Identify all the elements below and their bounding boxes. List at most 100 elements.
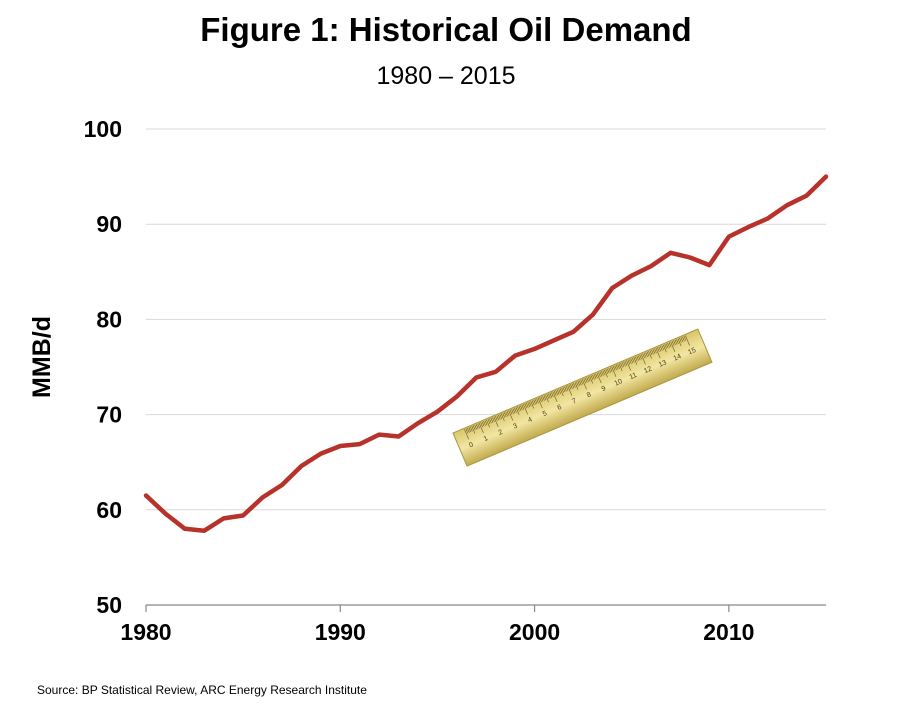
ruler-tick [495,415,498,421]
ruler-tick [515,407,520,415]
ruler-number: 1 [483,435,489,443]
ruler-tick [564,386,567,392]
ruler-tick [498,414,501,420]
ruler-tick [640,354,646,365]
ruler-tick [478,422,484,434]
ruler-tick [508,410,514,421]
ruler-tick [671,340,675,346]
ruler-tick [670,341,676,352]
ruler-tick [551,392,554,398]
ruler-tick [661,345,665,351]
ruler-tick [483,420,486,426]
ruler-tick [465,428,469,434]
ruler-tick [618,363,623,372]
ruler-number: 14 [673,353,683,363]
ruler-tick [577,380,581,386]
x-tick-label: 2000 [509,619,560,645]
ruler-number: 15 [687,347,697,357]
ruler-tick [598,372,601,378]
y-tick-label: 90 [96,211,122,237]
ruler-tick [474,424,477,430]
ruler-tick [559,388,564,397]
ruler-number: 12 [643,366,653,376]
y-tick-label: 100 [84,116,122,142]
chart-title: Figure 1: Historical Oil Demand [200,11,691,48]
ruler-tick [534,399,538,404]
x-tick-label: 1990 [315,619,366,645]
ruler-tick [667,342,670,348]
ruler-tick [530,400,535,409]
ruler-tick [542,395,545,401]
ruler-number: 11 [629,372,639,381]
ruler-tick [518,405,522,411]
y-tick-label: 60 [96,497,122,523]
ruler-tick [567,385,573,396]
ruler-tick [593,374,597,379]
ruler-tick [648,350,652,359]
ruler-tick [674,339,678,345]
oil-demand-line [143,174,829,533]
ruler-number: 2 [498,429,504,437]
ruler-tick [505,411,508,417]
ruler-tick [511,409,514,414]
ruler-tick [685,335,690,346]
ruler-tick [649,350,653,356]
ruler-tick [512,408,516,414]
ruler-tick [500,413,505,422]
ruler-tick [548,393,551,399]
ruler-tick [528,401,532,407]
ruler-tick [509,409,513,415]
ruler-tick [546,394,550,399]
ruler-tick [673,340,676,346]
ruler-tick [493,416,499,427]
ruler-tick [605,369,609,374]
ruler-tick [533,399,536,405]
ruler-tick [480,422,483,428]
ruler-number: 0 [468,441,474,449]
y-tick-labels: 50 60 70 80 90 100 [84,116,122,618]
ruler-tick [607,368,610,374]
ruler-tick [612,365,616,371]
ruler-tick [609,367,613,373]
ruler-tick [576,381,579,387]
ruler-tick [604,369,608,378]
ruler-tick [614,365,617,371]
ruler-tick [683,335,687,341]
ruler-tick [552,391,558,402]
ruler-tick [487,419,491,424]
ruler-tick [520,405,523,411]
ruler-tick [573,382,576,388]
ruler-tick [633,357,638,365]
ruler-tick [565,385,569,391]
ruler-tick [540,396,544,402]
ruler-tick [645,352,648,358]
ruler-tick [587,376,591,382]
ruler-tick [637,355,641,361]
ruler-tick [657,347,660,353]
ruler-tick [502,412,505,418]
ruler-tick [626,360,632,371]
ruler-tick [586,377,589,383]
ruler-tick [554,390,557,396]
ruler-tick [651,349,654,355]
ruler-tick [571,383,575,389]
x-axis [145,604,826,612]
ruler-tick [464,429,470,440]
ruler-tick [561,387,564,393]
ruler-tick [468,427,472,433]
ruler-tick [589,375,594,384]
ruler-tick [624,360,628,366]
ruler-tick [503,412,507,418]
ruler-number: 8 [586,391,592,399]
y-tick-label: 70 [96,402,122,428]
ruler-tick [526,402,529,408]
ruler-tick [543,395,547,401]
ruler-tick [601,370,604,376]
ruler-tick [583,378,586,384]
ruler-tick [595,373,598,379]
ruler-tick [517,406,520,412]
ruler-tick [629,359,632,364]
ruler-tick [481,421,485,427]
